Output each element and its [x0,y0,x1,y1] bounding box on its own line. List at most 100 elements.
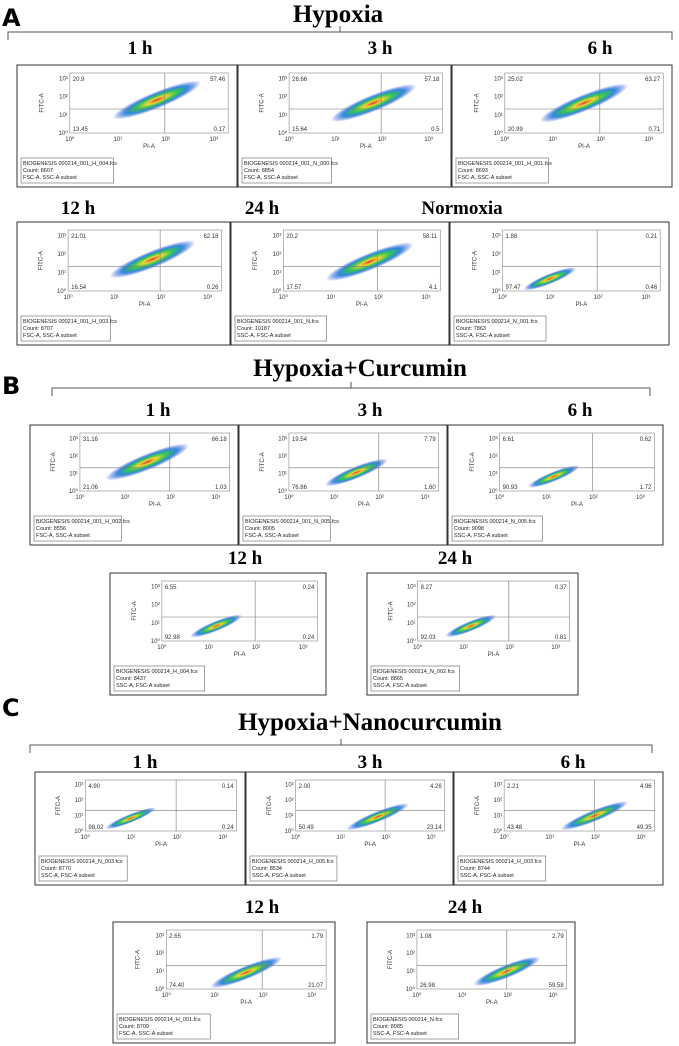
cell-cloud [112,80,202,120]
x-axis-label: PI-A [234,652,246,658]
quadrant-value: 4.1 [429,285,438,291]
y-axis-label: FITC-A [260,452,266,471]
x-tick-label: 10² [259,993,268,999]
quadrant-value: 6.61 [503,437,515,443]
gate-subset: SSC-A, FSC-A subset [252,873,306,879]
event-count: Count: 8770 [41,866,71,872]
time-label: 1 h [133,752,158,773]
info-box [241,157,332,184]
file-name: BIOGENESIS 000214_N_002.fcs [373,669,455,675]
quadrant-value: 0.62 [640,437,652,443]
event-count: Count: 10187 [237,326,270,332]
y-tick-label: 10⁰ [74,828,84,835]
y-tick-label: 10³ [406,933,415,939]
quadrant-value: 2.00 [299,784,311,790]
panel-letter: C [2,694,20,722]
file-name: BIOGENESIS 000214_001_H_003.fcs [23,319,117,325]
y-axis-label: FITC-A [470,452,476,471]
quadrant-value: 20.99 [508,127,524,133]
quadrant-value: 49.35 [637,825,653,831]
y-tick-label: 10¹ [156,969,165,975]
x-tick-label: 10¹ [459,645,468,651]
y-tick-label: 10² [492,252,501,258]
gate-subset: SSC-A, FSC-A subset [454,533,508,539]
info-box [370,1013,459,1040]
info-box [249,855,338,882]
y-tick-label: 10² [494,95,503,101]
time-label: 12 h [61,198,96,219]
event-count: Count: 8607 [23,168,53,174]
gate-subset: FSC-A, SSC-A subset [119,1031,173,1037]
quadrant-value: 43.48 [507,825,523,831]
quadrant-value: 7.79 [424,437,436,443]
info-box [33,515,122,542]
cell-cloud [523,267,577,291]
file-name: BIOGENESIS 000214_001_H_002.fcs [36,519,130,525]
quadrant-value: 19.54 [292,437,308,443]
info-box [242,515,331,542]
cell-cloud [210,956,282,989]
x-axis-label: PI-A [488,652,500,658]
y-tick-label: 10² [273,252,282,258]
cell-cloud [190,614,243,638]
time-label: 12 h [245,897,280,918]
x-axis-label: PI-A [358,502,370,508]
x-tick-label: 10⁰ [291,834,301,841]
quadrant-value: 0.24 [303,635,315,641]
cell-cloud [325,242,414,282]
quadrant-value: 1.60 [424,485,436,491]
y-tick-label: 10³ [492,234,501,240]
quadrant-value: 20.2 [286,234,298,240]
quadrant-value: 74.40 [169,983,185,989]
quadrant-value: 1.08 [420,934,432,940]
plot-area [288,432,439,492]
x-axis-label: PI-A [364,842,376,848]
y-axis-label: FITC-A [472,251,478,270]
y-axis-label: FITC-A [136,950,142,969]
time-label: 24 h [245,198,280,219]
event-count: Count: 8744 [460,866,490,872]
y-tick-label: 10² [278,454,287,460]
quadrant-value: 1.72 [640,485,652,491]
x-tick-label: 10¹ [127,835,136,841]
x-tick-label: 10² [591,835,600,841]
plot-area [499,432,655,492]
x-axis-label: PI-A [240,1000,252,1006]
gate-subset: SSC-A, FSC-A subset [237,333,291,339]
cell-cloud [445,614,497,638]
y-axis-label: FITC-A [388,601,394,620]
quadrant-value: 92.03 [421,635,437,641]
quadrant-value: 31.16 [83,437,99,443]
quadrant-value: 57.46 [210,77,226,83]
gate-subset: FSC-A, SSC-A subset [458,175,512,181]
time-label: 3 h [358,400,383,421]
x-tick-label: 10² [589,495,598,501]
info-box [116,1013,211,1040]
x-tick-label: 10² [594,295,603,301]
x-tick-label: 10³ [307,993,316,999]
x-tick-label: 10⁰ [498,294,508,301]
y-tick-label: 10⁰ [493,828,503,835]
gate-subset: SSC-A, FSC-A subset [373,1031,427,1037]
x-tick-label: 10² [157,295,166,301]
info-box [20,157,114,184]
y-tick-label: 10³ [151,584,160,590]
plot-area [69,72,229,134]
y-axis-label: FITC-A [388,950,394,969]
y-axis-label: FITC-A [51,452,57,471]
file-name: BIOGENESIS 000214_H_004.fcs [116,669,198,675]
quadrant-value: 0.17 [214,127,226,133]
event-count: Count: 8865 [373,676,403,682]
x-axis-label: PI-A [578,144,590,150]
x-tick-label: 10⁰ [65,136,75,143]
quadrant-value: 8.27 [421,585,433,591]
file-name: BIOGENESIS 000214_H_003.fcs [460,859,542,865]
x-tick-label: 10⁰ [413,644,423,651]
